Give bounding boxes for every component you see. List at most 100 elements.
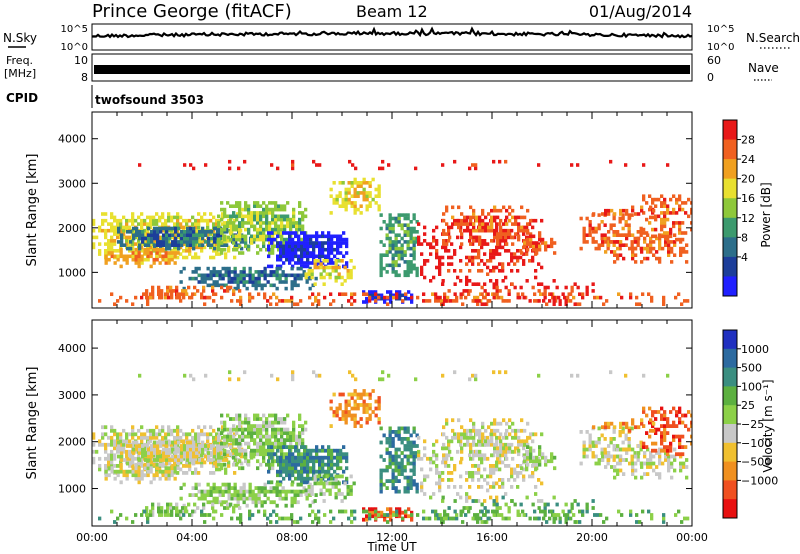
- power-cell: [335, 197, 339, 202]
- power-cell: [241, 217, 245, 222]
- velocity-cell: [125, 456, 129, 461]
- power-cell: [290, 273, 294, 278]
- power-cell: [265, 227, 269, 232]
- velocity-cell: [210, 451, 214, 455]
- velocity-cell: [256, 427, 260, 432]
- velocity-cell: [508, 432, 512, 437]
- power-cell: [631, 205, 635, 210]
- velocity-cell: [244, 452, 248, 457]
- power-cell: [317, 292, 321, 296]
- power-cell: [681, 201, 685, 205]
- power-cell: [321, 254, 325, 259]
- velocity-cell: [185, 471, 189, 475]
- velocity-cell: [146, 460, 150, 465]
- power-cell: [186, 226, 190, 231]
- velocity-cell: [104, 442, 108, 447]
- velocity-cell: [165, 461, 169, 466]
- power-cell: [510, 252, 514, 256]
- power-cell: [294, 241, 298, 245]
- velocity-cell: [337, 474, 341, 479]
- velocity-cell: [227, 453, 231, 458]
- velocity-cell: [324, 455, 328, 460]
- power-cell: [429, 279, 433, 283]
- velocity-cell: [275, 503, 279, 508]
- power-cell: [640, 260, 644, 264]
- power-cell: [523, 244, 527, 249]
- velocity-cell: [151, 506, 155, 510]
- power-cell: [682, 250, 686, 254]
- power-cell: [660, 234, 664, 239]
- power-cell: [206, 218, 210, 223]
- velocity-cell: [186, 444, 190, 448]
- power-cell: [519, 285, 523, 290]
- power-cell: [498, 252, 502, 256]
- power-cell: [104, 249, 108, 253]
- velocity-cell: [285, 473, 289, 478]
- power-cell: [432, 239, 436, 243]
- velocity-cell: [223, 434, 227, 439]
- velocity-cell: [291, 466, 295, 471]
- power-cell: [177, 240, 181, 244]
- velocity-cell: [224, 489, 228, 494]
- power-cell: [119, 245, 123, 250]
- power-cell: [248, 276, 252, 281]
- velocity-cell: [262, 441, 266, 446]
- power-cell: [238, 231, 242, 235]
- power-cell: [490, 208, 494, 213]
- power-cell: [496, 208, 500, 213]
- velocity-cell: [292, 424, 296, 428]
- velocity-cell: [259, 424, 263, 428]
- velocity-cell: [525, 467, 529, 472]
- velocity-cell: [287, 489, 291, 494]
- velocity-cell: [226, 502, 230, 507]
- power-cell: [604, 208, 608, 213]
- power-cell: [617, 292, 621, 296]
- power-cell: [447, 225, 451, 230]
- velocity-cell: [197, 449, 201, 454]
- velocity-cell: [238, 434, 242, 439]
- velocity-cell: [291, 462, 295, 467]
- velocity-cell: [391, 472, 395, 476]
- power-cell: [212, 255, 216, 260]
- power-cell: [365, 296, 369, 301]
- power-cell: [345, 241, 349, 245]
- velocity-cell: [125, 432, 129, 437]
- power-cell: [131, 212, 135, 216]
- velocity-cell: [347, 403, 351, 407]
- power-cell: [478, 235, 482, 240]
- power-cell: [459, 269, 463, 273]
- velocity-cell: [298, 413, 302, 418]
- velocity-cell: [209, 471, 213, 475]
- power-cell: [465, 228, 469, 233]
- velocity-cell: [167, 453, 171, 458]
- power-cell: [215, 273, 219, 278]
- velocity-cell: [345, 455, 349, 460]
- power-cell: [309, 241, 313, 245]
- velocity-cell: [134, 449, 138, 454]
- velocity-cell: [236, 489, 240, 494]
- velocity-cell: [183, 444, 187, 448]
- power-cell: [180, 240, 184, 244]
- velocity-cell: [140, 460, 144, 465]
- velocity-cell: [215, 500, 219, 505]
- velocity-cell: [152, 473, 156, 478]
- power-cell: [137, 215, 141, 220]
- power-cell: [616, 230, 620, 234]
- power-cell: [334, 269, 338, 273]
- velocity-cell: [621, 440, 625, 445]
- power-cell: [344, 292, 348, 296]
- velocity-cell: [285, 466, 289, 471]
- power-cell: [543, 292, 547, 296]
- power-cell: [309, 244, 313, 249]
- velocity-cell: [347, 410, 351, 414]
- velocity-cell: [394, 489, 398, 494]
- power-cell: [429, 242, 433, 246]
- power-cell: [349, 259, 353, 263]
- power-cell: [382, 243, 386, 247]
- cpid-label: CPID: [6, 91, 38, 105]
- velocity-cell: [147, 454, 151, 459]
- velocity-cell: [206, 432, 210, 437]
- velocity-cell: [289, 434, 293, 439]
- velocity-cell: [330, 462, 334, 467]
- power-cell: [394, 253, 398, 257]
